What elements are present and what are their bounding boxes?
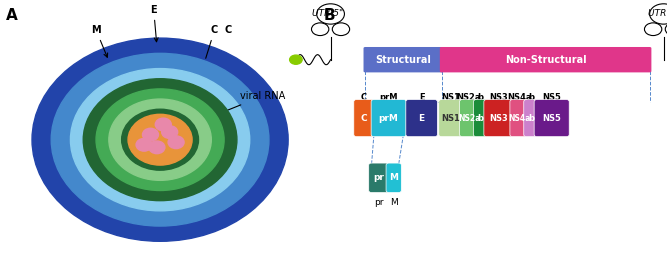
Circle shape (71, 69, 249, 211)
Circle shape (161, 126, 177, 138)
FancyBboxPatch shape (534, 100, 569, 137)
Text: NS3: NS3 (490, 114, 508, 123)
FancyBboxPatch shape (406, 100, 438, 137)
Circle shape (32, 38, 288, 241)
Text: A: A (7, 8, 18, 23)
Text: C: C (361, 114, 367, 123)
Text: viral RNA: viral RNA (189, 91, 285, 126)
Circle shape (83, 79, 237, 201)
Text: b: b (478, 93, 484, 102)
FancyBboxPatch shape (369, 163, 389, 193)
Text: C: C (205, 25, 218, 58)
Text: UTR 5": UTR 5" (311, 9, 343, 18)
FancyBboxPatch shape (439, 100, 464, 137)
Text: Non-Structural: Non-Structural (505, 55, 586, 65)
Text: Structural: Structural (376, 55, 432, 65)
Text: b: b (528, 93, 534, 102)
Text: NS5: NS5 (542, 93, 561, 102)
Circle shape (121, 109, 199, 170)
FancyBboxPatch shape (460, 100, 478, 137)
Text: NS4a: NS4a (508, 114, 530, 123)
Text: C: C (361, 93, 367, 102)
Circle shape (168, 136, 184, 149)
Text: E: E (419, 93, 424, 102)
Text: pr: pr (374, 198, 384, 207)
FancyBboxPatch shape (524, 100, 538, 137)
Circle shape (51, 53, 269, 226)
Text: prM: prM (380, 93, 398, 102)
FancyBboxPatch shape (474, 100, 488, 137)
Text: E: E (150, 5, 158, 42)
Circle shape (149, 141, 165, 154)
Text: NS5: NS5 (542, 114, 561, 123)
FancyBboxPatch shape (386, 163, 402, 193)
Text: C: C (224, 25, 231, 36)
Text: M: M (91, 25, 107, 57)
Text: M: M (389, 173, 398, 182)
Text: NS2a: NS2a (457, 93, 481, 102)
Circle shape (143, 128, 159, 141)
Text: UTR 3": UTR 3" (648, 9, 667, 18)
FancyBboxPatch shape (510, 100, 529, 137)
Text: NS3: NS3 (490, 93, 508, 102)
FancyBboxPatch shape (354, 100, 374, 137)
Circle shape (96, 89, 224, 190)
Text: NS2a: NS2a (458, 114, 480, 123)
Text: pr: pr (374, 173, 384, 182)
FancyBboxPatch shape (440, 47, 652, 72)
Text: b: b (528, 114, 534, 123)
Circle shape (289, 55, 302, 64)
Text: E: E (419, 114, 425, 123)
FancyBboxPatch shape (484, 100, 514, 137)
Text: b: b (478, 114, 484, 123)
Circle shape (109, 99, 211, 180)
Circle shape (128, 114, 192, 165)
Text: NS1: NS1 (442, 114, 460, 123)
Text: NS1: NS1 (442, 93, 460, 102)
FancyBboxPatch shape (371, 100, 406, 137)
Text: prM: prM (379, 114, 399, 123)
Text: NS4a: NS4a (507, 93, 532, 102)
Text: M: M (390, 198, 398, 207)
Circle shape (155, 118, 171, 131)
Text: B: B (323, 8, 336, 23)
Circle shape (136, 138, 152, 151)
FancyBboxPatch shape (364, 47, 444, 72)
